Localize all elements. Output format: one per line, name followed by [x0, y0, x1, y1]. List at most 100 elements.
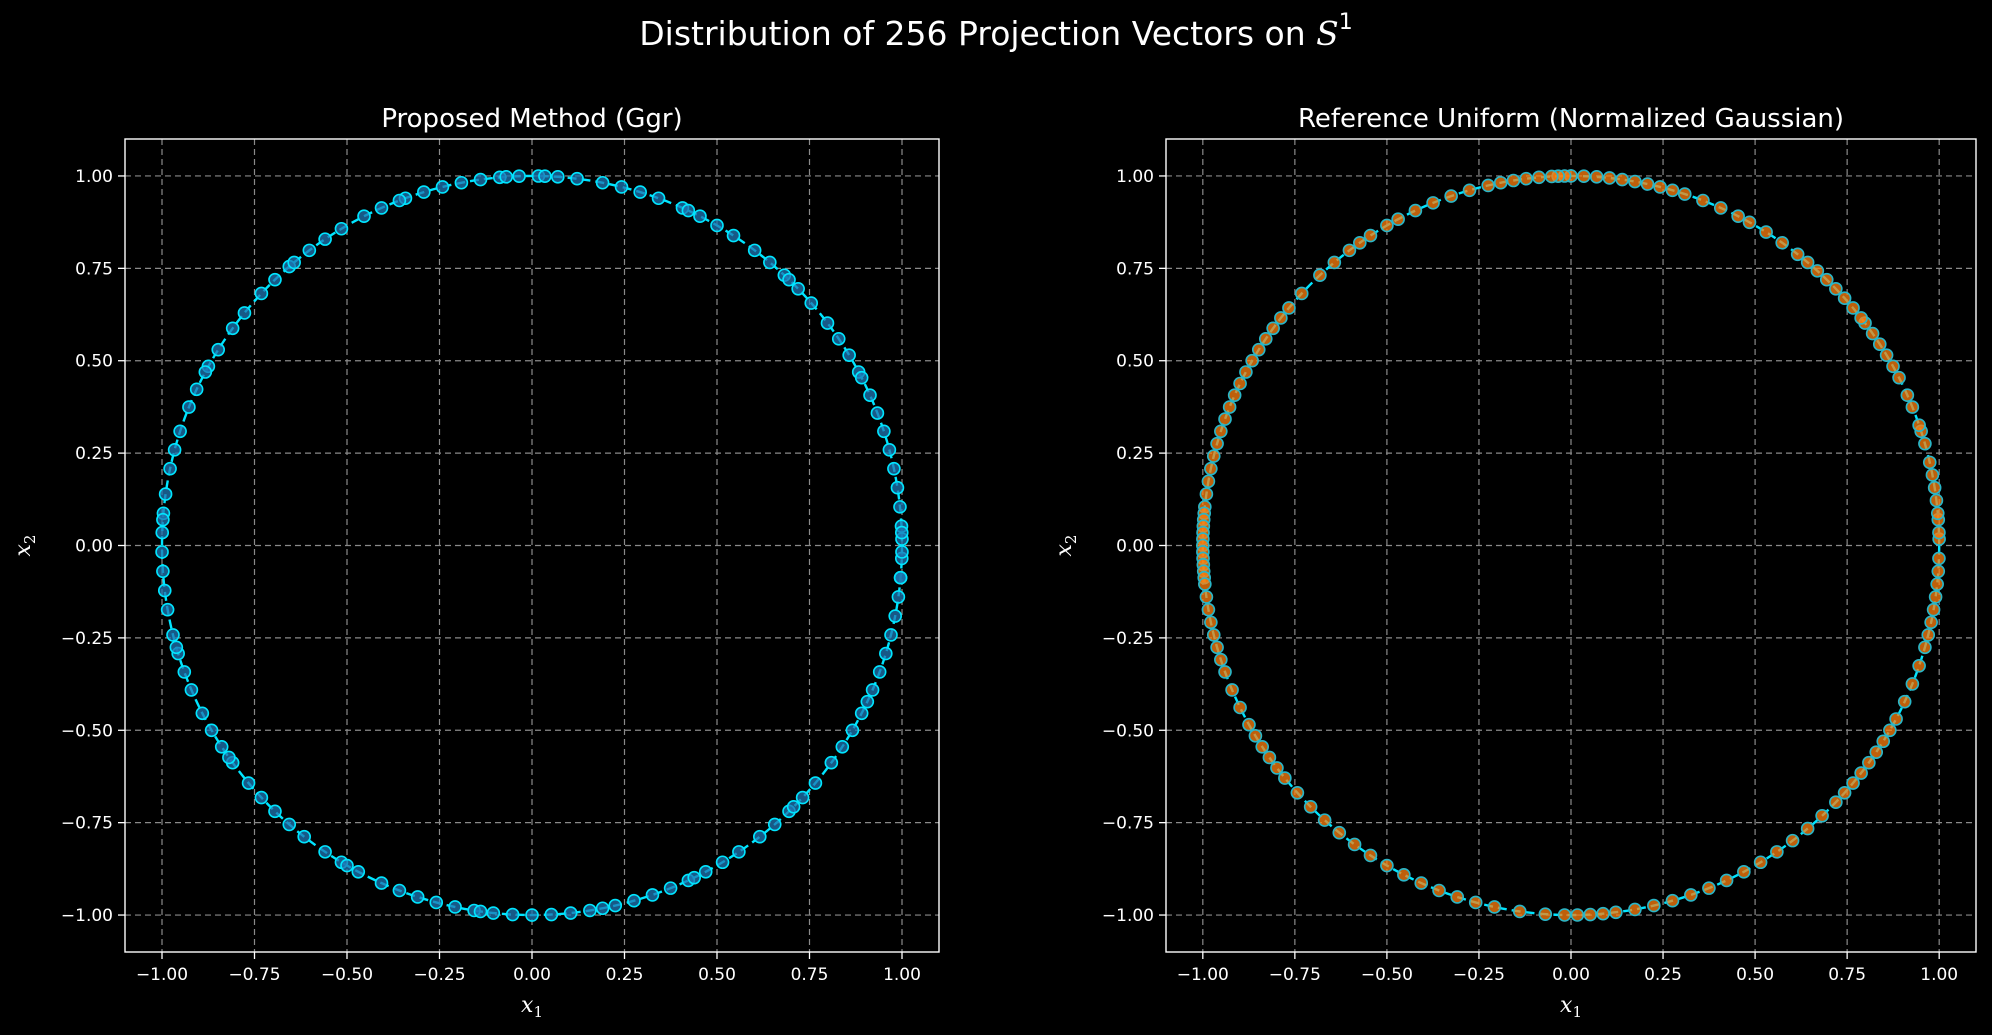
x-tick-label: 0.50 — [698, 965, 736, 985]
y-tick-label: 0.00 — [1116, 537, 1154, 557]
scatter-point — [890, 480, 905, 495]
scatter-point — [824, 755, 839, 770]
scatter-point — [1282, 301, 1296, 315]
scatter-point — [551, 170, 565, 184]
scatter-point — [808, 776, 823, 790]
scatter-point — [888, 609, 903, 623]
scatter-point — [155, 545, 169, 559]
scatter-point — [1928, 590, 1943, 604]
scatter-point — [1242, 717, 1256, 732]
x-tick-label: 0.25 — [606, 965, 644, 985]
scatter-point — [1380, 218, 1394, 233]
scatter-point — [893, 500, 907, 514]
scatter-point — [1266, 321, 1280, 336]
scatter-point — [1201, 602, 1216, 617]
scatter-point — [512, 169, 526, 183]
scatter-point — [169, 640, 184, 655]
scatter-point — [645, 888, 660, 902]
scatter-point — [747, 243, 762, 258]
scatter-point — [1665, 893, 1680, 908]
scatter-point — [1677, 187, 1692, 201]
scatter-point — [1199, 590, 1214, 604]
scatter-point — [1918, 436, 1932, 451]
scatter-point — [1800, 821, 1815, 836]
scatter-point — [1481, 178, 1495, 193]
scatter-point — [160, 602, 175, 617]
scatter-point — [1317, 813, 1332, 827]
scatter-point — [486, 906, 501, 920]
scatter-point — [1210, 436, 1224, 451]
scatter-point — [318, 845, 332, 859]
scatter-point — [1759, 225, 1773, 239]
scatter-point — [1905, 677, 1920, 691]
scatter-point — [1198, 577, 1212, 591]
scatter-point — [1905, 400, 1920, 414]
scatter-point — [1251, 342, 1266, 357]
scatter-point — [237, 306, 252, 320]
x-tick-label: 1.00 — [1920, 965, 1958, 985]
scatter-point — [1837, 785, 1852, 800]
y-tick-label: 0.75 — [1116, 259, 1154, 279]
scatter-point — [1512, 904, 1527, 919]
scatter-point — [710, 218, 724, 233]
scatter-point — [158, 487, 173, 501]
scatter-point — [1225, 683, 1239, 697]
scatter-point — [1653, 180, 1667, 194]
scatter-point — [156, 564, 170, 579]
scatter-point — [1278, 771, 1292, 785]
scatter-point — [173, 424, 187, 439]
scatter-point — [1347, 837, 1362, 852]
scatter-point — [879, 646, 893, 661]
scatter-point — [891, 590, 906, 604]
scatter-point — [1583, 907, 1598, 922]
scatter-point — [1397, 867, 1411, 882]
scatter-point — [1876, 734, 1891, 749]
scatter-point — [189, 382, 204, 397]
scatter-point — [1589, 170, 1604, 184]
scatter-point — [1932, 551, 1946, 566]
scatter-point — [1290, 785, 1305, 800]
scatter-point — [1602, 171, 1617, 185]
y-tick-label: −0.50 — [61, 721, 113, 741]
scatter-point — [435, 180, 450, 194]
scatter-point — [282, 817, 297, 832]
scatter-point — [417, 185, 431, 199]
scatter-point — [1815, 808, 1829, 823]
scatter-point — [499, 170, 513, 184]
scatter-point — [1201, 474, 1216, 489]
scatter-point — [1233, 700, 1247, 715]
scatter-point — [1837, 291, 1852, 306]
scatter-point — [1577, 169, 1591, 183]
y-tick-label: 0.50 — [1116, 352, 1154, 372]
scatter-point — [1206, 628, 1221, 642]
scatter-point — [340, 858, 354, 873]
scatter-point — [854, 706, 869, 721]
scatter-point — [184, 683, 199, 697]
scatter-point — [167, 443, 182, 457]
scatter-point — [1258, 332, 1273, 346]
scatter-point — [268, 272, 282, 287]
scatter-point — [1742, 215, 1757, 230]
scatter-point — [887, 461, 901, 476]
scatter-point — [608, 898, 623, 913]
scatter-point — [211, 342, 226, 357]
scatter-point — [1332, 825, 1347, 840]
scatter-point — [791, 281, 805, 296]
scatter-point — [1557, 908, 1572, 922]
x-tick-label: −0.75 — [1269, 965, 1321, 985]
scatter-point — [448, 900, 462, 914]
scatter-point — [1248, 729, 1263, 743]
scatter-point — [1538, 907, 1553, 921]
scatter-point — [726, 228, 741, 243]
scatter-point — [767, 817, 782, 832]
x-tick-label: 0.50 — [1736, 965, 1774, 985]
scatter-point — [268, 804, 282, 819]
scatter-point — [633, 185, 647, 199]
scatter-point — [877, 424, 891, 439]
x-tick-label: 0.00 — [513, 965, 551, 985]
scatter-point — [166, 628, 180, 642]
scatter-point — [473, 904, 488, 919]
scatter-point — [752, 829, 767, 844]
scatter-point — [563, 906, 578, 920]
